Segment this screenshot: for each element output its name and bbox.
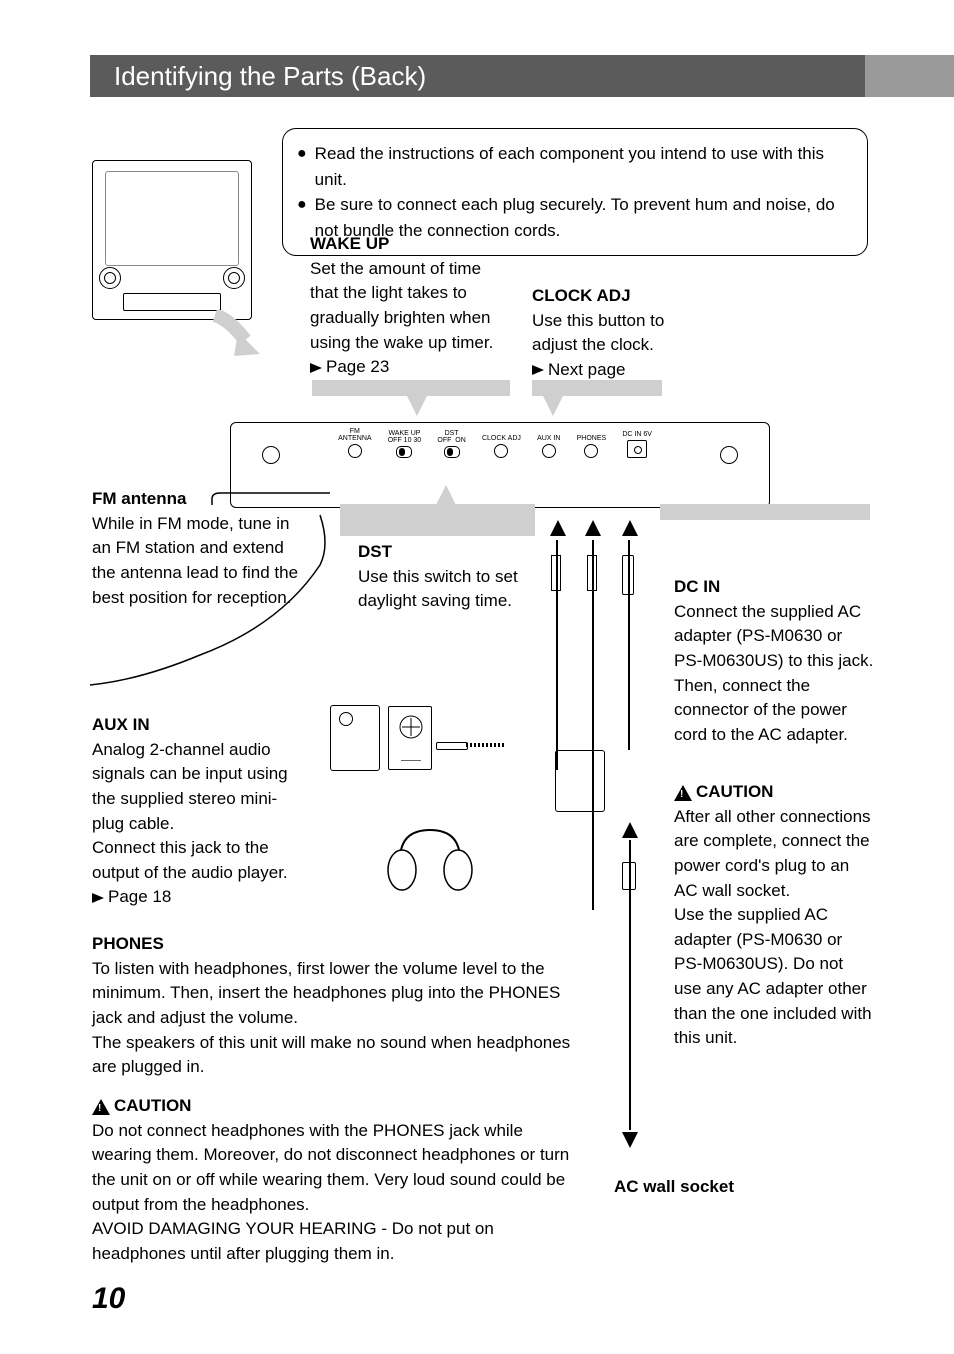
dc-jack-icon	[627, 440, 647, 458]
callout-body: To listen with headphones, first lower t…	[92, 957, 582, 1031]
callout-ref: Next page	[532, 358, 692, 383]
switch-icon	[396, 446, 412, 458]
jack-icon	[584, 444, 598, 458]
callout-phones: PHONES To listen with headphones, first …	[92, 932, 582, 1080]
cable-line	[592, 540, 594, 910]
callout-title: DC IN	[674, 575, 874, 600]
diagram-button-row	[123, 293, 221, 311]
jack-icon	[542, 444, 556, 458]
callout-aux-in: AUX IN Analog 2-channel audio signals ca…	[92, 713, 292, 910]
plug-tip-icon	[551, 555, 561, 591]
port-fm-antenna: FM ANTENNA	[338, 428, 371, 458]
port-auxin: AUX IN	[537, 435, 560, 458]
callout-body: Connect this jack to the output of the a…	[92, 836, 292, 885]
callout-title: DST	[358, 540, 520, 565]
bullet-icon: ●	[297, 192, 307, 218]
callout-dst: DST Use this switch to set daylight savi…	[358, 540, 520, 614]
caution-icon	[92, 1099, 110, 1115]
callout-body: Use this switch to set daylight saving t…	[358, 565, 520, 614]
pointer-icon	[436, 485, 456, 505]
arrow-up-icon	[622, 822, 638, 838]
callout-body: The speakers of this unit will make no s…	[92, 1031, 582, 1080]
port-row: FM ANTENNA WAKE UP OFF 10 30 DST OFF ON …	[330, 428, 660, 458]
port-phones: PHONES	[577, 435, 607, 458]
port-dcin: DC IN 6V	[622, 431, 652, 458]
arrow-right-icon	[532, 365, 544, 375]
callout-body: Use the supplied AC adapter (PS-M0630 or…	[674, 903, 874, 1051]
page-number: 10	[92, 1282, 125, 1316]
diagram-dial	[99, 267, 121, 289]
instruction-bullet: ● Read the instructions of each componen…	[297, 141, 849, 192]
callout-wakeup: WAKE UP Set the amount of time that the …	[310, 232, 510, 380]
leader-bar	[340, 504, 535, 536]
page-title: Identifying the Parts (Back)	[90, 61, 426, 92]
arrow-right-icon	[92, 893, 104, 903]
callout-body: Do not connect headphones with the PHONE…	[92, 1119, 582, 1218]
diagram-dial	[223, 267, 245, 289]
audio-player-inner-diagram	[388, 706, 432, 770]
caution-icon	[674, 785, 692, 801]
callout-title: AUX IN	[92, 713, 292, 738]
antenna-wire-icon	[80, 485, 340, 695]
port-dst: DST OFF ON	[437, 430, 465, 458]
crosspad-icon	[399, 715, 423, 739]
callout-caution-dc: CAUTION After all other connections are …	[674, 780, 874, 1051]
mount-hole-icon	[262, 446, 280, 464]
plug-end-icon	[622, 862, 636, 890]
arrow-right-icon	[310, 363, 322, 373]
callout-body: Set the amount of time that the light ta…	[310, 257, 510, 356]
port-clockadj: CLOCK ADJ	[482, 435, 521, 458]
audio-player-diagram	[330, 705, 380, 771]
callout-clockadj: CLOCK ADJ Use this button to adjust the …	[532, 284, 692, 383]
arrow-up-icon	[550, 520, 566, 536]
leader-bar	[532, 380, 662, 396]
ac-adapter-diagram	[555, 750, 605, 812]
curved-arrow-icon	[210, 310, 270, 370]
bullet-icon: ●	[297, 141, 307, 167]
product-front-diagram	[92, 160, 252, 320]
callout-dc-in: DC IN Connect the supplied AC adapter (P…	[674, 575, 874, 747]
leader-bar	[660, 504, 870, 520]
jack-icon	[348, 444, 362, 458]
callout-ref: Page 23	[310, 355, 510, 380]
label-ac-wall-socket: AC wall socket	[614, 1175, 814, 1200]
mount-hole-icon	[720, 446, 738, 464]
instruction-text: Read the instructions of each component …	[315, 141, 849, 192]
arrow-up-icon	[622, 520, 638, 536]
callout-title: CLOCK ADJ	[532, 284, 692, 309]
button-icon	[494, 444, 508, 458]
callout-caution-phones: CAUTION Do not connect headphones with t…	[92, 1094, 582, 1266]
arrow-down-icon	[622, 1132, 638, 1148]
plug-tip-icon	[622, 555, 634, 595]
headphones-diagram	[380, 820, 480, 900]
ac-wall-label: AC wall socket	[614, 1177, 734, 1196]
callout-body: Analog 2-channel audio signals can be in…	[92, 738, 292, 837]
arrow-up-icon	[585, 520, 601, 536]
diagram-screen	[105, 171, 239, 266]
caution-heading: CAUTION	[92, 1094, 582, 1119]
header-end-block	[865, 55, 954, 97]
leader-bar	[312, 380, 510, 396]
callout-body: AVOID DAMAGING YOUR HEARING - Do not put…	[92, 1217, 582, 1266]
mini-plug-diagram	[436, 740, 506, 750]
page-header: Identifying the Parts (Back)	[90, 55, 865, 97]
callout-title: WAKE UP	[310, 232, 510, 257]
port-wakeup: WAKE UP OFF 10 30	[388, 430, 421, 458]
callout-body: Connect the supplied AC adapter (PS-M063…	[674, 600, 874, 748]
switch-icon	[444, 446, 460, 458]
caution-heading: CAUTION	[674, 780, 874, 805]
callout-body: Use this button to adjust the clock.	[532, 309, 692, 358]
plug-tip-icon	[587, 555, 597, 591]
callout-ref: Page 18	[92, 885, 292, 910]
callout-title: PHONES	[92, 932, 582, 957]
callout-body: After all other connections are complete…	[674, 805, 874, 904]
